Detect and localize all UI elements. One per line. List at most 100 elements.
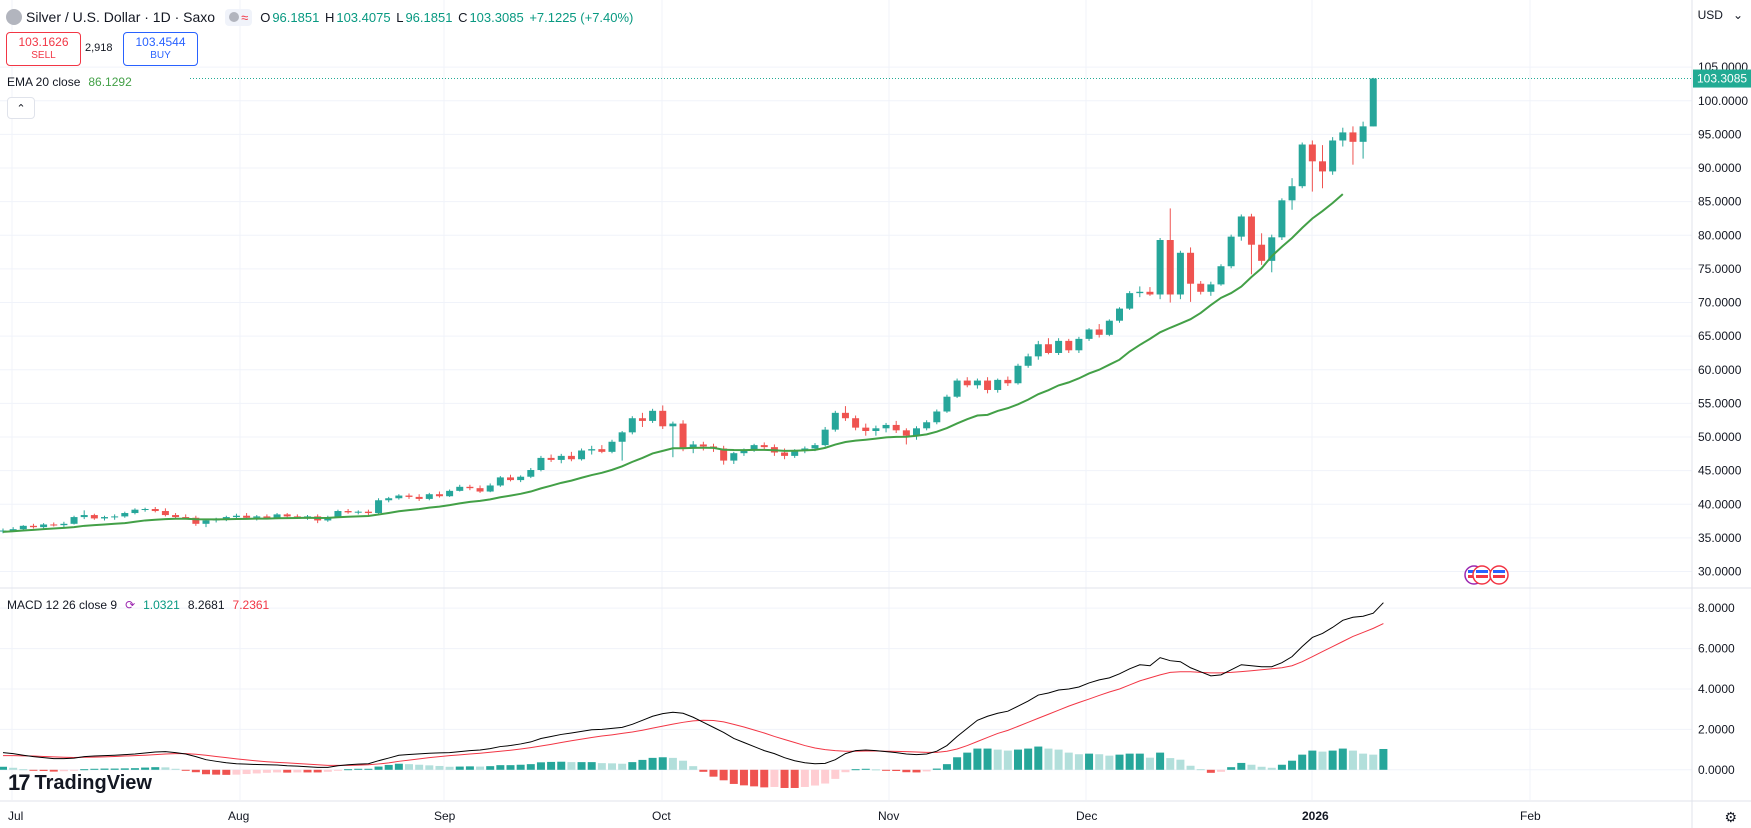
candle[interactable]	[19, 525, 27, 530]
candle[interactable]	[1329, 137, 1337, 175]
candle[interactable]	[283, 513, 291, 518]
candle[interactable]	[730, 451, 738, 464]
candle[interactable]	[618, 430, 626, 461]
candle[interactable]	[80, 510, 88, 520]
candle[interactable]	[984, 377, 992, 394]
candle[interactable]	[831, 410, 839, 432]
candle[interactable]	[1126, 291, 1134, 310]
candle[interactable]	[537, 455, 545, 472]
candle[interactable]	[1044, 338, 1052, 355]
candle[interactable]	[405, 493, 413, 499]
candle[interactable]	[841, 406, 849, 421]
candle[interactable]	[852, 415, 860, 431]
candle[interactable]	[1116, 307, 1123, 323]
candle[interactable]	[121, 511, 129, 518]
candle[interactable]	[649, 408, 657, 423]
candle[interactable]	[913, 426, 920, 440]
candle[interactable]	[1187, 247, 1195, 302]
candle[interactable]	[862, 423, 870, 436]
candle[interactable]	[172, 513, 180, 519]
candle[interactable]	[192, 515, 200, 526]
currency-selector[interactable]: USD ⌄	[1698, 8, 1743, 22]
candle[interactable]	[466, 484, 474, 491]
candle[interactable]	[1298, 142, 1306, 189]
candle[interactable]	[872, 425, 880, 436]
candle[interactable]	[141, 507, 149, 512]
candle[interactable]	[669, 421, 677, 458]
economic-events[interactable]	[1464, 565, 1509, 585]
candle[interactable]	[243, 513, 251, 519]
candle[interactable]	[415, 494, 423, 501]
candle[interactable]	[354, 510, 362, 515]
candle[interactable]	[1166, 208, 1174, 303]
candle[interactable]	[1369, 77, 1377, 127]
candle[interactable]	[699, 441, 707, 451]
candle[interactable]	[527, 467, 535, 479]
candle[interactable]	[60, 521, 68, 528]
candle[interactable]	[1075, 336, 1083, 353]
price-axis[interactable]: 30.0000 35.0000 40.0000 45.0000 50.0000 55.00…	[1693, 60, 1751, 777]
candle[interactable]	[1055, 338, 1063, 356]
gear-icon[interactable]: ⚙	[1724, 809, 1737, 825]
candle[interactable]	[598, 445, 606, 454]
candle[interactable]	[496, 476, 504, 487]
candle[interactable]	[111, 514, 119, 520]
candle[interactable]	[1288, 178, 1296, 210]
candle[interactable]	[1227, 234, 1235, 269]
candle[interactable]	[344, 509, 352, 514]
candle[interactable]	[1319, 145, 1326, 189]
refresh-icon[interactable]: ⟳	[125, 598, 136, 612]
candle[interactable]	[1308, 140, 1316, 192]
candle[interactable]	[628, 416, 636, 435]
ema-20-line[interactable]	[2, 193, 1344, 533]
candle[interactable]	[131, 508, 139, 515]
candle[interactable]	[1349, 126, 1357, 165]
macd-signal-line[interactable]	[3, 623, 1384, 766]
candle[interactable]	[517, 475, 525, 483]
candle[interactable]	[1237, 214, 1245, 241]
candle[interactable]	[882, 422, 890, 433]
candle[interactable]	[29, 523, 37, 529]
candle[interactable]	[232, 513, 240, 519]
candle[interactable]	[1146, 287, 1154, 296]
candle[interactable]	[435, 491, 443, 498]
candle[interactable]	[578, 448, 586, 461]
candle[interactable]	[1014, 363, 1022, 385]
tradingview-logo[interactable]: 17 TradingView	[8, 770, 152, 796]
candle[interactable]	[101, 515, 108, 521]
candle[interactable]	[547, 454, 555, 462]
candle[interactable]	[821, 426, 829, 447]
candle[interactable]	[943, 394, 951, 413]
time-axis[interactable]: Jul Aug Sep Oct Nov Dec 2026 Feb	[8, 809, 1541, 823]
candle[interactable]	[557, 453, 565, 464]
candle[interactable]	[679, 420, 687, 452]
candle[interactable]	[933, 409, 941, 425]
candle[interactable]	[1207, 281, 1215, 296]
candle[interactable]	[161, 508, 169, 517]
symbol-title[interactable]: Silver / U.S. Dollar · 1D · Saxo	[26, 9, 216, 25]
candle[interactable]	[1197, 281, 1205, 295]
candle[interactable]	[507, 474, 514, 482]
candle[interactable]	[395, 494, 403, 500]
candle[interactable]	[40, 523, 48, 530]
buy-button[interactable]: 103.4544 BUY	[123, 32, 198, 66]
candle[interactable]	[425, 492, 433, 501]
market-status-pill[interactable]: ≈	[225, 8, 253, 26]
candle[interactable]	[151, 506, 159, 513]
candle[interactable]	[1278, 198, 1286, 241]
candle[interactable]	[1065, 338, 1073, 353]
candle[interactable]	[1004, 376, 1012, 386]
candle[interactable]	[567, 451, 575, 462]
candle[interactable]	[1359, 121, 1367, 159]
candle[interactable]	[923, 420, 931, 431]
candle[interactable]	[963, 377, 971, 388]
candle[interactable]	[446, 489, 454, 497]
candle[interactable]	[375, 498, 383, 514]
candle[interactable]	[1105, 319, 1113, 337]
candle[interactable]	[1217, 264, 1225, 286]
candle[interactable]	[608, 439, 616, 454]
collapse-legend-button[interactable]: ⌃	[7, 97, 35, 119]
candle[interactable]	[973, 378, 981, 389]
candle[interactable]	[50, 522, 58, 527]
